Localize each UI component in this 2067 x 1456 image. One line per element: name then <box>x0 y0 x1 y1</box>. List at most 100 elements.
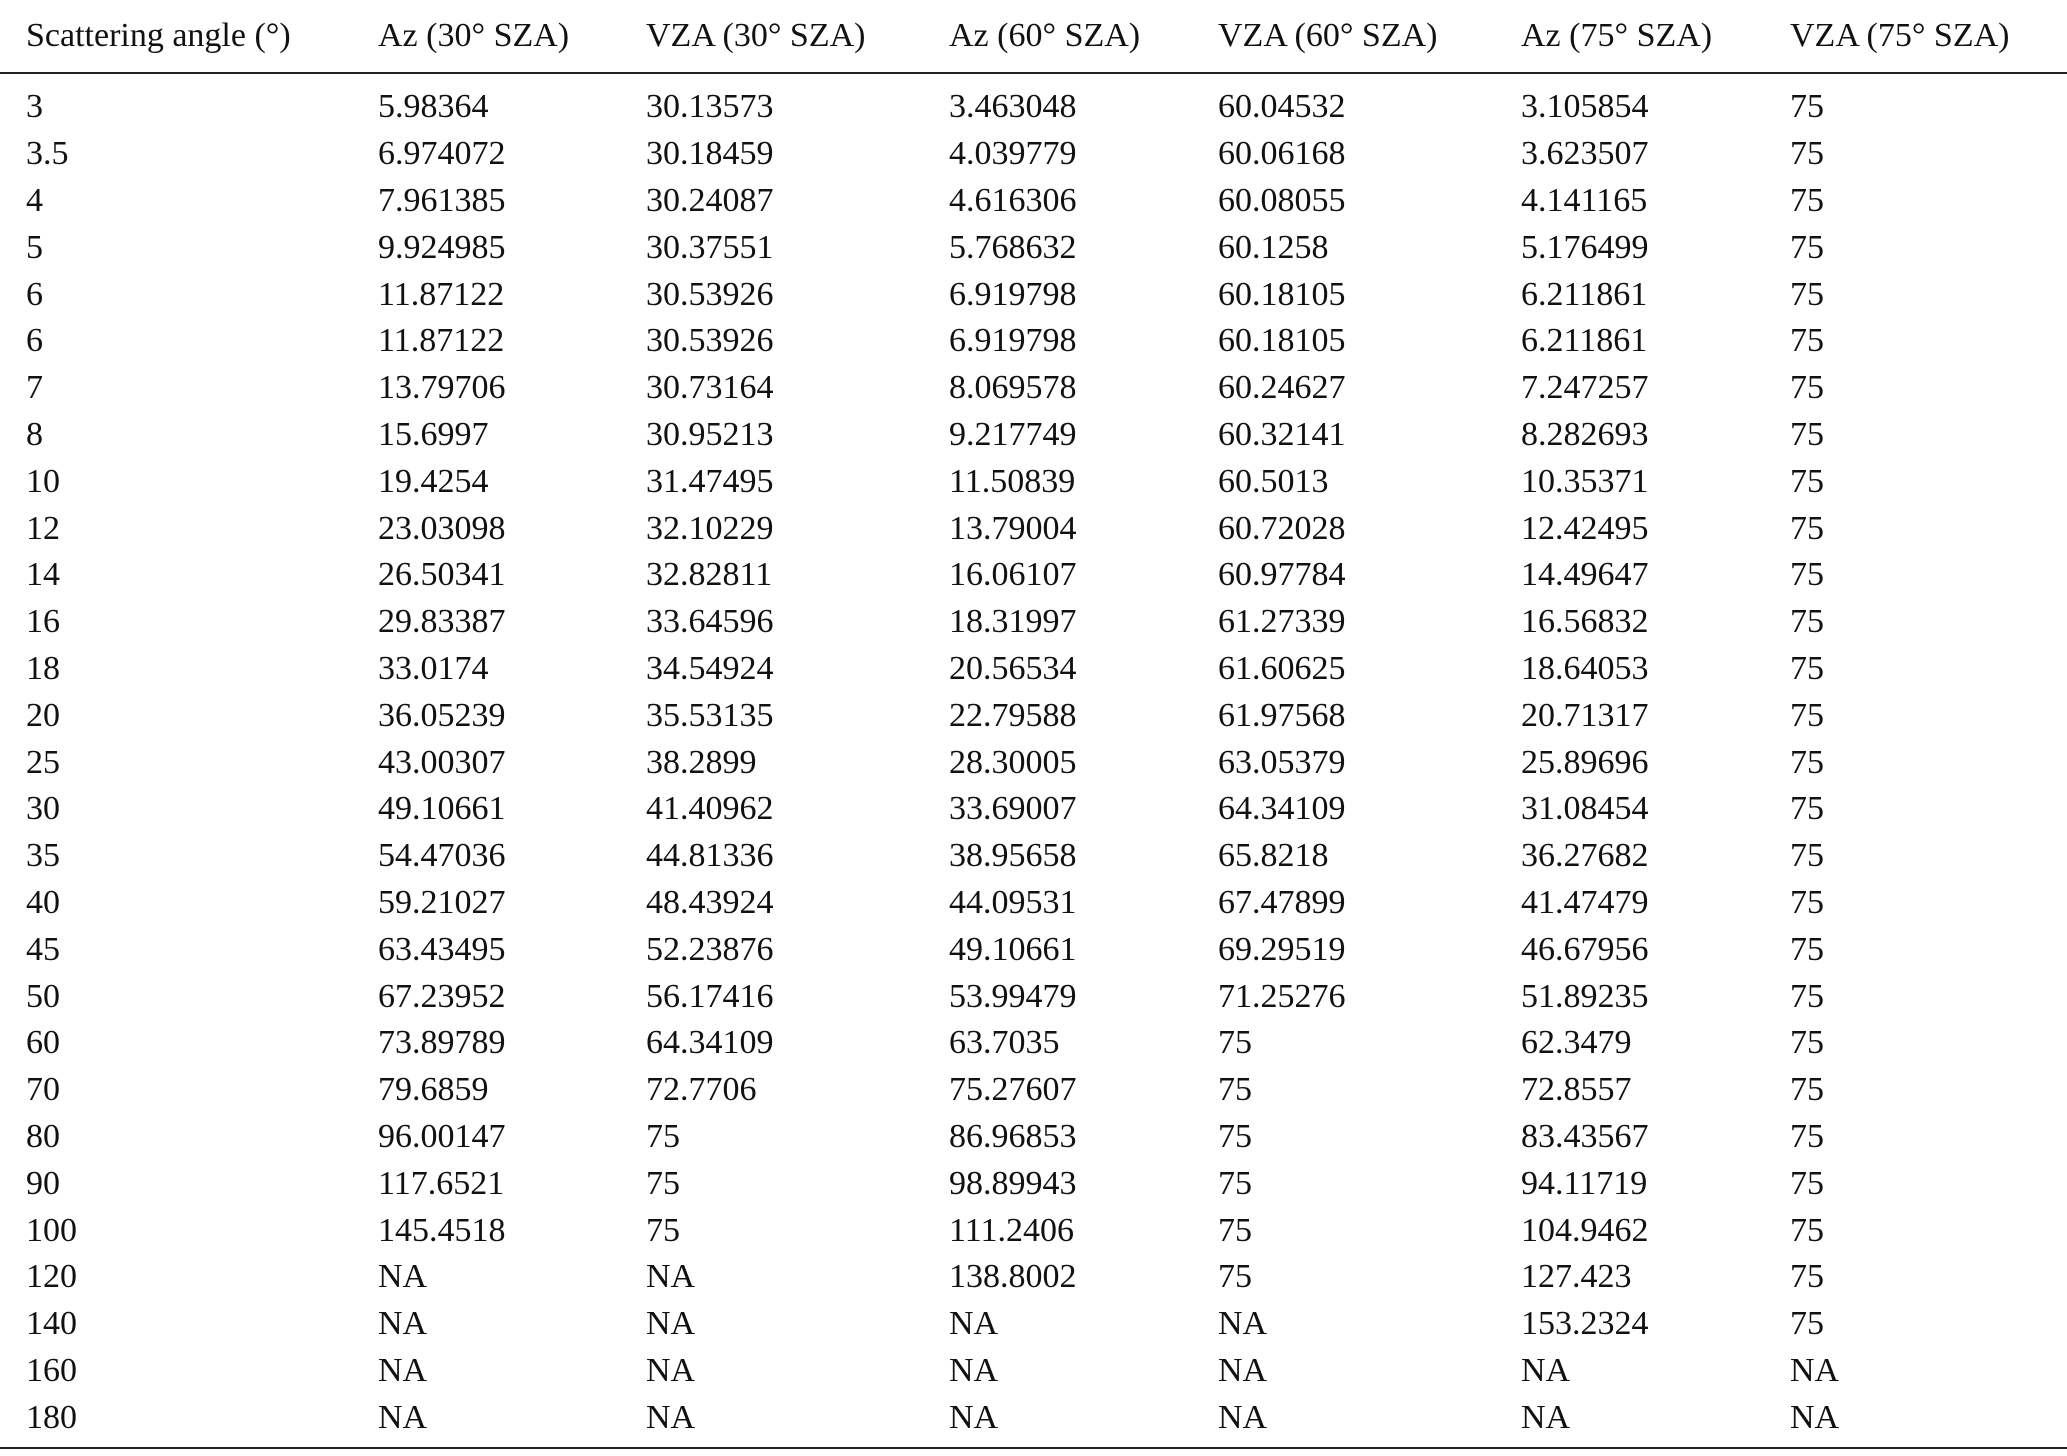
table-cell: 117.6521 <box>378 1164 505 1202</box>
table-cell: 75 <box>1790 322 1824 360</box>
table-cell: 63.7035 <box>949 1024 1060 1062</box>
table-cell: 50 <box>26 977 60 1015</box>
table-cell: NA <box>949 1305 999 1343</box>
table-cell: NA <box>1790 1351 1840 1389</box>
table-cell: 33.64596 <box>646 603 774 641</box>
table-row: 140 NA NA NA NA 153.2324 75 <box>0 1301 2067 1348</box>
table-cell: 72.7706 <box>646 1071 757 1109</box>
table-cell: NA <box>1218 1305 1268 1343</box>
table-cell: 5.768632 <box>949 228 1077 266</box>
table-row: 60 73.89789 64.34109 63.7035 75 62.3479 75 <box>0 1020 2067 1067</box>
table-cell: 6.974072 <box>378 135 506 173</box>
table-row: 16 29.83387 33.64596 18.31997 61.27339 16.568… <box>0 599 2067 646</box>
table-cell: 32.82811 <box>646 556 773 594</box>
table-cell: 67.47899 <box>1218 883 1346 921</box>
table-cell: 120 <box>26 1258 77 1296</box>
table-cell: 75 <box>1790 1258 1824 1296</box>
table-cell: 60.72028 <box>1218 509 1346 547</box>
table-cell: 29.83387 <box>378 603 506 641</box>
table-cell: 73.89789 <box>378 1024 506 1062</box>
table-cell: 75 <box>1790 135 1824 173</box>
table-cell: 54.47036 <box>378 837 506 875</box>
table-cell: 25 <box>26 743 60 781</box>
table-row: 6 11.87122 30.53926 6.919798 60.18105 6.21186… <box>0 318 2067 365</box>
table-row: 180 NA NA NA NA NA NA <box>0 1394 2067 1448</box>
table-cell: 11.87122 <box>378 275 505 313</box>
table-cell: 9.217749 <box>949 415 1077 453</box>
table-cell: NA <box>378 1351 428 1389</box>
table-cell: 75 <box>1790 1024 1824 1062</box>
table-cell: 96.00147 <box>378 1117 506 1155</box>
table-row: 120 NA NA 138.8002 75 127.423 75 <box>0 1254 2067 1301</box>
table-row: 5 9.924985 30.37551 5.768632 60.1258 5.176499… <box>0 224 2067 271</box>
table-cell: 60.24627 <box>1218 369 1346 407</box>
table-cell: 44.81336 <box>646 837 774 875</box>
table-cell: 44.09531 <box>949 883 1077 921</box>
table-cell: 75 <box>1790 837 1824 875</box>
table-cell: 6.919798 <box>949 322 1077 360</box>
table-row: 18 33.0174 34.54924 20.56534 61.60625 18.6405… <box>0 646 2067 693</box>
table-cell: 13.79706 <box>378 369 506 407</box>
table-cell: 160 <box>26 1351 77 1389</box>
table-cell: 19.4254 <box>378 462 489 500</box>
table-cell: 111.2406 <box>949 1211 1074 1249</box>
table-row: 20 36.05239 35.53135 22.79588 61.97568 20.713… <box>0 692 2067 739</box>
table-cell: 60.04532 <box>1218 88 1346 126</box>
table-cell: 16.56832 <box>1521 603 1649 641</box>
table-cell: 3.463048 <box>949 88 1077 126</box>
table-cell: 33.69007 <box>949 790 1077 828</box>
table-cell: 16.06107 <box>949 556 1077 594</box>
table-cell: 11.87122 <box>378 322 505 360</box>
table-cell: 53.99479 <box>949 977 1077 1015</box>
table-cell: 60.18105 <box>1218 322 1346 360</box>
table-cell: 75 <box>1790 1305 1824 1343</box>
table-cell: 75 <box>1218 1211 1252 1249</box>
table-cell: 79.6859 <box>378 1071 489 1109</box>
table-cell: 75 <box>1790 649 1824 687</box>
table-row: 100 145.4518 75 111.2406 75 104.9462 75 <box>0 1207 2067 1254</box>
table-cell: NA <box>646 1351 696 1389</box>
table-cell: 72.8557 <box>1521 1071 1632 1109</box>
table-cell: 75 <box>1790 556 1824 594</box>
table-cell: 45 <box>26 930 60 968</box>
table-cell: 75.27607 <box>949 1071 1077 1109</box>
header-row: Scattering angle (°) Az (30° SZA) VZA (30°… <box>0 0 2067 74</box>
table-cell: 8 <box>26 415 43 453</box>
table-cell: 5 <box>26 228 43 266</box>
table-cell: NA <box>646 1305 696 1343</box>
table-cell: 61.27339 <box>1218 603 1346 641</box>
table-cell: 75 <box>1790 1164 1824 1202</box>
table-row: 45 63.43495 52.23876 49.10661 69.29519 46.679… <box>0 926 2067 973</box>
table-cell: 60.06168 <box>1218 135 1346 173</box>
table-cell: 23.03098 <box>378 509 506 547</box>
table-cell: 61.97568 <box>1218 696 1346 734</box>
table-cell: 16 <box>26 603 60 641</box>
table-cell: 10 <box>26 462 60 500</box>
table-header: Scattering angle (°) Az (30° SZA) VZA (30°… <box>0 0 2067 74</box>
table-cell: 4.039779 <box>949 135 1077 173</box>
table-cell: NA <box>1218 1351 1268 1389</box>
table-cell: 86.96853 <box>949 1117 1077 1155</box>
table-cell: 75 <box>1218 1258 1252 1296</box>
table-cell: 43.00307 <box>378 743 506 781</box>
table-cell: 98.89943 <box>949 1164 1077 1202</box>
table-cell: 71.25276 <box>1218 977 1346 1015</box>
table-cell: 94.11719 <box>1521 1164 1648 1202</box>
table-cell: 75 <box>646 1164 680 1202</box>
table-cell: 41.47479 <box>1521 883 1649 921</box>
table-cell: 75 <box>1790 603 1824 641</box>
table-cell: 20.56534 <box>949 649 1077 687</box>
table-cell: 7.961385 <box>378 181 506 219</box>
table-cell: 30.37551 <box>646 228 774 266</box>
table-cell: 138.8002 <box>949 1258 1077 1296</box>
table-row: 50 67.23952 56.17416 53.99479 71.25276 51.892… <box>0 973 2067 1020</box>
table-cell: 60.18105 <box>1218 275 1346 313</box>
table-cell: 180 <box>26 1398 77 1436</box>
table-cell: 26.50341 <box>378 556 506 594</box>
table-cell: 60.32141 <box>1218 415 1346 453</box>
table-cell: 75 <box>1790 1117 1824 1155</box>
table-cell: 40 <box>26 883 60 921</box>
table-cell: 9.924985 <box>378 228 506 266</box>
